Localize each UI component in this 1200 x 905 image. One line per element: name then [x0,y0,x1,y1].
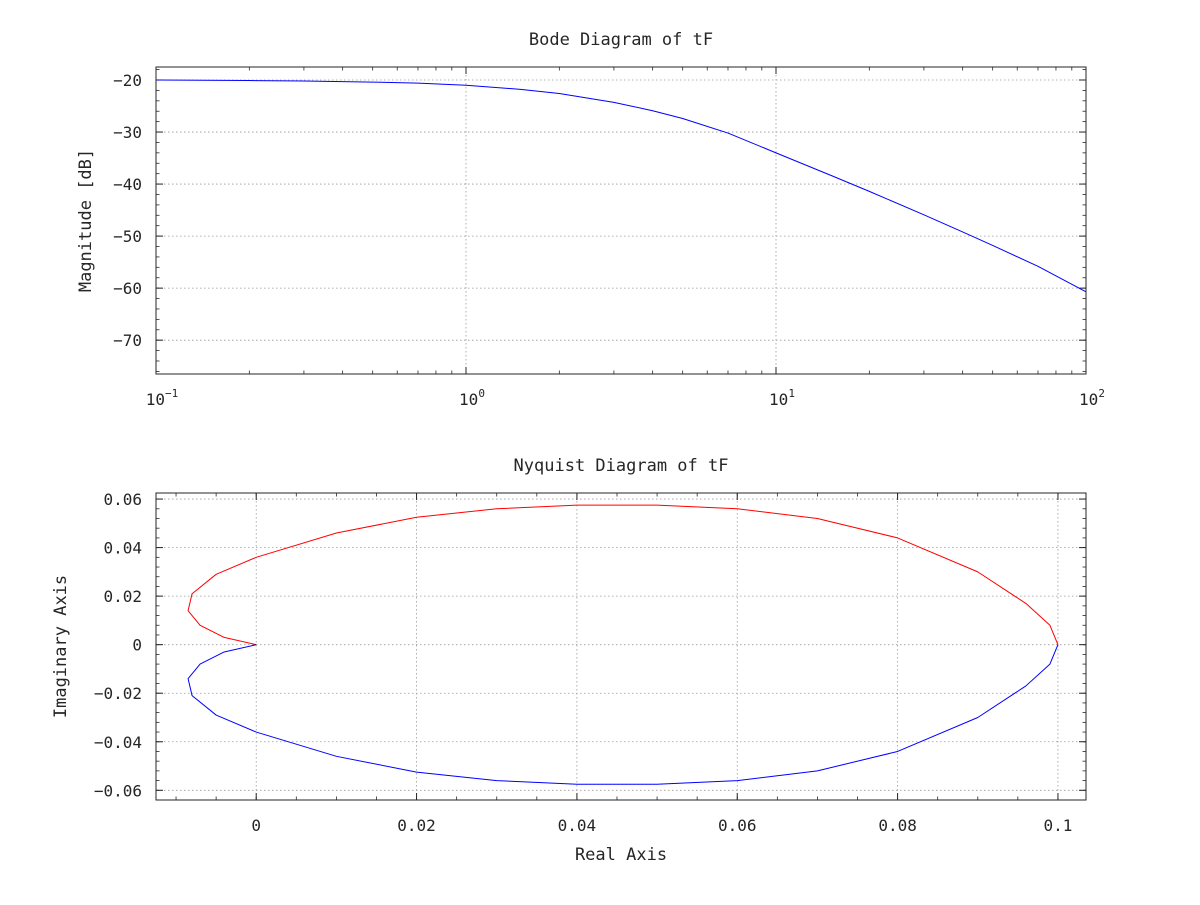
y-tick-label: −0.04 [94,733,142,752]
x-tick-exponent: 2 [1098,387,1105,400]
x-tick-exponent: 1 [788,387,795,400]
y-axis-label: Imaginary Axis [51,575,71,718]
y-tick-label: −0.06 [94,781,142,800]
x-tick-label: 0.06 [718,816,757,835]
chart-title: Bode Diagram of tF [529,30,713,50]
x-tick-label: 100 [459,387,485,409]
x-tick-label: 0.02 [397,816,436,835]
y-tick-label: −50 [113,227,142,246]
x-tick-label: 0 [251,816,261,835]
y-tick-label: −60 [113,279,142,298]
x-tick-label: 10−1 [146,387,179,409]
y-tick-label: 0.02 [103,587,142,606]
x-tick-base: 10 [146,390,165,409]
x-tick-base: 10 [1079,390,1098,409]
y-tick-label: −20 [113,71,142,90]
y-tick-label: −70 [113,331,142,350]
series-line-1 [155,79,1087,293]
series-line-1 [187,504,1059,646]
x-tick-label: 0.04 [558,816,597,835]
series-line-2 [187,644,1059,785]
x-tick-base: 10 [459,390,478,409]
x-tick-label: 102 [1079,387,1105,409]
x-axis-label: Real Axis [575,845,667,865]
plot-frame [155,492,1087,801]
x-tick-exponent: 0 [478,387,485,400]
y-tick-label: −40 [113,175,142,194]
x-tick-label: 0.1 [1043,816,1072,835]
x-tick-label: 0.08 [878,816,917,835]
x-tick-exponent: −1 [165,387,178,400]
plot-frame [155,66,1087,375]
x-tick-base: 10 [769,390,788,409]
y-tick-label: −0.02 [94,684,142,703]
x-tick-label: 101 [769,387,795,409]
chart-title: Nyquist Diagram of tF [514,456,729,476]
y-axis-label: Magnitude [dB] [76,149,96,292]
y-tick-label: 0 [132,636,142,655]
chart-2: 0 0.02 0.04 0.06 0.08 0.1 0.06 0.04 0.02 0 −0.02 −0… [51,456,1087,865]
y-tick-label: 0.06 [103,490,142,509]
y-tick-label: −30 [113,123,142,142]
y-tick-label: 0.04 [103,539,142,558]
